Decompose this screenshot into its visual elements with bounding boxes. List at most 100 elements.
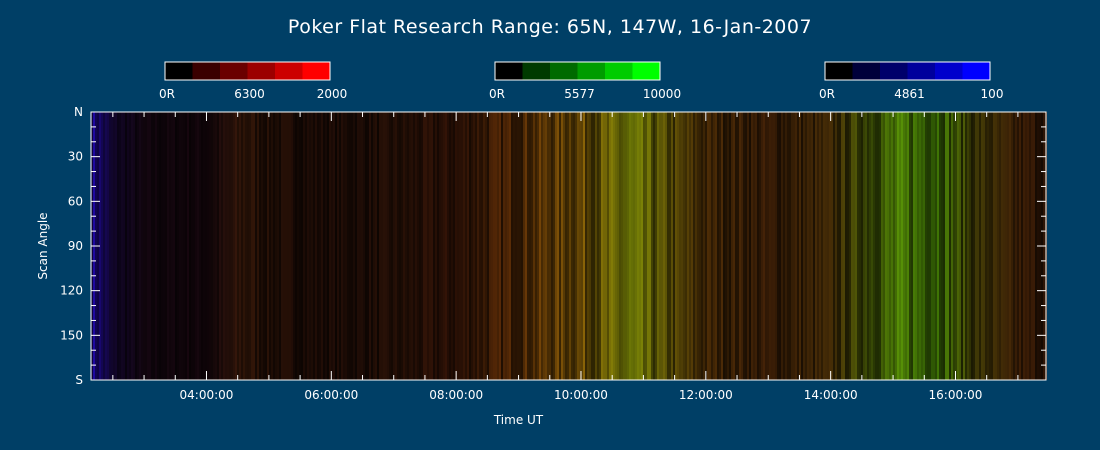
intensity-stripe <box>497 112 499 380</box>
intensity-stripe <box>469 112 471 380</box>
intensity-stripe <box>209 112 211 380</box>
intensity-stripe <box>627 112 629 380</box>
intensity-stripe <box>663 112 665 380</box>
intensity-stripe <box>191 112 193 380</box>
intensity-stripe <box>573 112 575 380</box>
intensity-stripe <box>901 112 903 380</box>
intensity-stripe <box>855 112 857 380</box>
intensity-stripe <box>643 112 645 380</box>
intensity-stripe <box>921 112 923 380</box>
intensity-stripe <box>635 112 637 380</box>
x-tick-label: 06:00:00 <box>304 388 358 402</box>
intensity-stripe <box>381 112 383 380</box>
intensity-stripe <box>591 112 593 380</box>
intensity-stripe <box>677 112 679 380</box>
intensity-stripe <box>315 112 317 380</box>
intensity-stripe <box>113 112 115 380</box>
y-tick-label: 30 <box>68 150 83 164</box>
intensity-stripe <box>399 112 401 380</box>
intensity-stripe <box>485 112 487 380</box>
axis-ticks: 04:00:00 06:00:00 08:00:00 10:00:00 12:00:00… <box>60 105 1046 402</box>
intensity-stripe <box>415 112 417 380</box>
intensity-stripe <box>645 112 647 380</box>
intensity-stripe <box>271 112 273 380</box>
intensity-stripe <box>789 112 791 380</box>
intensity-stripe <box>495 112 497 380</box>
intensity-stripe <box>875 112 877 380</box>
intensity-stripe <box>441 112 443 380</box>
intensity-stripe <box>599 112 601 380</box>
y-tick-label: 90 <box>68 239 83 253</box>
intensity-stripe <box>953 112 955 380</box>
intensity-stripe <box>913 112 915 380</box>
intensity-stripe <box>493 112 495 380</box>
intensity-stripe <box>467 112 469 380</box>
intensity-stripe <box>181 112 183 380</box>
colorbar-legends: 0R 6300 2000 0R 5577 10000 0R 4861 100 <box>159 61 1004 101</box>
intensity-stripe <box>409 112 411 380</box>
intensity-stripe <box>545 112 547 380</box>
intensity-stripe <box>793 112 795 380</box>
intensity-stripe <box>963 112 965 380</box>
intensity-stripe <box>311 112 313 380</box>
intensity-stripe <box>185 112 187 380</box>
intensity-stripe <box>365 112 367 380</box>
colorbar-swatch <box>605 62 633 80</box>
intensity-stripe <box>419 112 421 380</box>
intensity-stripe <box>579 112 581 380</box>
intensity-stripe <box>203 112 205 380</box>
intensity-stripe <box>267 112 269 380</box>
intensity-stripe <box>991 112 993 380</box>
intensity-stripe <box>661 112 663 380</box>
intensity-stripe <box>951 112 953 380</box>
intensity-stripe <box>451 112 453 380</box>
intensity-stripe <box>863 112 865 380</box>
intensity-stripe <box>247 112 249 380</box>
intensity-stripe <box>811 112 813 380</box>
y-tick-label: S <box>75 373 83 387</box>
intensity-stripe <box>885 112 887 380</box>
intensity-stripe <box>641 112 643 380</box>
colorbar-max-label: 10000 <box>643 87 681 101</box>
intensity-stripe <box>249 112 251 380</box>
intensity-stripe <box>513 112 515 380</box>
intensity-stripe <box>443 112 445 380</box>
x-axis-label: Time UT <box>493 413 544 427</box>
colorbar-max-label: 100 <box>981 87 1004 101</box>
intensity-stripe <box>761 112 763 380</box>
intensity-stripe <box>145 112 147 380</box>
intensity-stripe <box>831 112 833 380</box>
intensity-stripe <box>753 112 755 380</box>
intensity-stripe <box>243 112 245 380</box>
intensity-stripe <box>241 112 243 380</box>
intensity-stripe <box>105 112 107 380</box>
intensity-stripe <box>685 112 687 380</box>
intensity-stripe <box>967 112 969 380</box>
intensity-stripe <box>853 112 855 380</box>
intensity-stripe <box>867 112 869 380</box>
intensity-stripe <box>633 112 635 380</box>
y-axis-label: Scan Angle <box>36 212 50 279</box>
intensity-stripe <box>845 112 847 380</box>
intensity-stripe <box>839 112 841 380</box>
intensity-stripe <box>569 112 571 380</box>
intensity-stripe <box>973 112 975 380</box>
intensity-stripe <box>799 112 801 380</box>
intensity-stripe <box>461 112 463 380</box>
intensity-stripe <box>905 112 907 380</box>
intensity-stripe <box>895 112 897 380</box>
intensity-stripe <box>915 112 917 380</box>
colorbar-swatch <box>247 62 276 80</box>
intensity-stripe <box>551 112 553 380</box>
intensity-stripe <box>339 112 341 380</box>
intensity-stripe <box>945 112 947 380</box>
intensity-stripe <box>765 112 767 380</box>
intensity-stripe <box>389 112 391 380</box>
colorbar-5577: 0R 5577 10000 <box>489 61 681 101</box>
intensity-stripe <box>669 112 671 380</box>
intensity-stripe <box>927 112 929 380</box>
intensity-stripe <box>407 112 409 380</box>
intensity-stripe <box>207 112 209 380</box>
intensity-stripe <box>357 112 359 380</box>
colorbar-swatch <box>632 62 661 80</box>
